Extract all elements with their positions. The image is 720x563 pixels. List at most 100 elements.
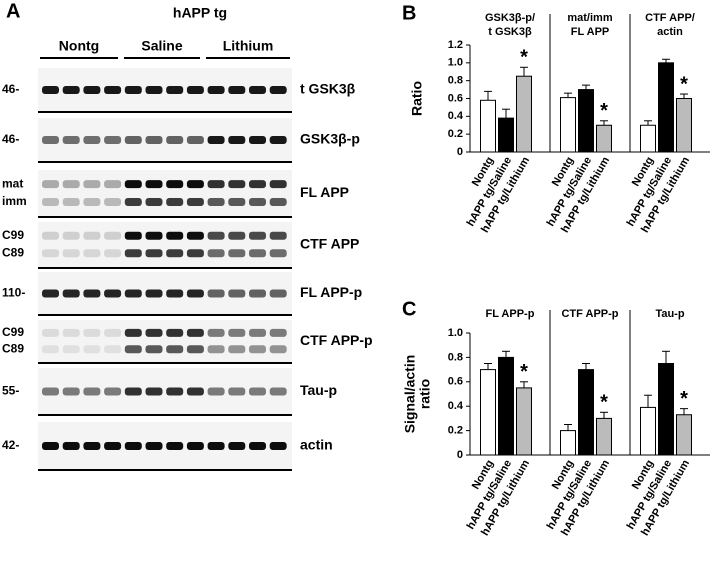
bar xyxy=(498,117,514,153)
blot-band xyxy=(207,197,225,206)
blot-band xyxy=(166,345,184,354)
bar xyxy=(560,430,576,456)
blot-band xyxy=(42,249,59,258)
group-header: CTF APP/ xyxy=(645,12,695,24)
y-tick-label: 1.2 xyxy=(448,39,463,51)
blot-band xyxy=(228,180,246,189)
blot-band xyxy=(186,387,204,396)
blot-band xyxy=(249,180,266,189)
y-tick-label: 0.6 xyxy=(448,376,463,388)
blot-band xyxy=(42,180,59,189)
blot-band xyxy=(228,231,246,240)
y-tick-label: 0.2 xyxy=(448,425,463,437)
marker-label: 110- xyxy=(2,286,25,300)
blot-band xyxy=(42,231,59,240)
blot-band xyxy=(207,231,225,240)
group-header: CTF APP-p xyxy=(561,308,618,320)
blot-band xyxy=(207,328,225,337)
blot-band xyxy=(249,231,266,240)
blot-band xyxy=(62,180,80,189)
blot-band xyxy=(269,289,287,298)
blot-label: GSK3β-p xyxy=(300,131,360,147)
significance-marker: * xyxy=(520,361,528,383)
blot-band xyxy=(186,289,204,298)
blot-band xyxy=(83,231,101,240)
bar xyxy=(640,124,656,153)
y-tick-label: 0.6 xyxy=(448,92,463,104)
blot-band xyxy=(186,231,204,240)
blot-panel xyxy=(38,320,292,363)
group-header: actin xyxy=(657,26,683,38)
blot-band xyxy=(166,86,184,94)
blot-band xyxy=(83,442,101,450)
blot-band xyxy=(62,289,80,298)
marker-label: 46- xyxy=(2,82,19,96)
blot-band xyxy=(124,231,142,240)
marker-label: C89 xyxy=(2,341,24,355)
blot-band xyxy=(249,249,266,258)
significance-marker: * xyxy=(600,100,608,122)
blot-band xyxy=(83,289,101,298)
blot-band xyxy=(207,345,225,354)
blot-band xyxy=(228,328,246,337)
blot-band xyxy=(207,387,225,396)
blot-band xyxy=(104,136,122,144)
group-header: hAPP tg xyxy=(173,5,227,21)
y-tick-label: 0.2 xyxy=(448,128,463,140)
blot-band xyxy=(249,442,266,450)
blot-band xyxy=(269,197,287,206)
blot-band xyxy=(42,86,59,94)
blot-band xyxy=(186,328,204,337)
blot-band xyxy=(124,289,142,298)
panel-letter: C xyxy=(402,298,416,320)
blot-panel xyxy=(38,222,292,268)
blot-label: t GSK3β xyxy=(300,81,356,97)
blot-band xyxy=(124,136,142,144)
y-tick-label: 0 xyxy=(457,449,463,461)
blot-band xyxy=(186,86,204,94)
blot-band xyxy=(62,136,80,144)
blot-band xyxy=(249,387,266,396)
blot-band xyxy=(42,442,59,450)
blot-band xyxy=(104,249,122,258)
blot-band xyxy=(42,328,59,337)
blot-band xyxy=(83,136,101,144)
significance-marker: * xyxy=(680,388,688,410)
group-header: FL APP xyxy=(571,26,610,38)
blot-band xyxy=(104,231,122,240)
bar xyxy=(480,369,496,456)
significance-marker: * xyxy=(600,392,608,414)
group-label: Saline xyxy=(141,38,182,54)
blot-band xyxy=(62,387,80,396)
marker-label: 55- xyxy=(2,384,19,398)
blot-band xyxy=(166,442,184,450)
blot-band xyxy=(166,197,184,206)
blot-label: CTF APP xyxy=(300,236,359,252)
blot-label: CTF APP-p xyxy=(300,332,373,348)
blot-band xyxy=(145,442,163,450)
bar xyxy=(480,99,496,153)
marker-label: 46- xyxy=(2,132,19,146)
marker-label: C89 xyxy=(2,245,24,259)
significance-marker: * xyxy=(520,47,528,69)
blot-band xyxy=(186,249,204,258)
y-tick-label: 0.4 xyxy=(448,400,464,412)
blot-band xyxy=(62,442,80,450)
group-header: GSK3β-p/ xyxy=(485,12,535,24)
blot-band xyxy=(228,289,246,298)
marker-label: mat xyxy=(2,176,23,190)
blot-band xyxy=(145,197,163,206)
blot-band xyxy=(249,345,266,354)
blot-band xyxy=(228,249,246,258)
blot-band xyxy=(186,197,204,206)
blot-band xyxy=(62,231,80,240)
blot-band xyxy=(62,86,80,94)
blot-band xyxy=(207,289,225,298)
y-tick-label: 0.8 xyxy=(448,351,463,363)
blot-band xyxy=(228,387,246,396)
group-header: Tau-p xyxy=(655,308,684,320)
blot-band xyxy=(186,180,204,189)
blot-band xyxy=(124,387,142,396)
blot-band xyxy=(124,249,142,258)
